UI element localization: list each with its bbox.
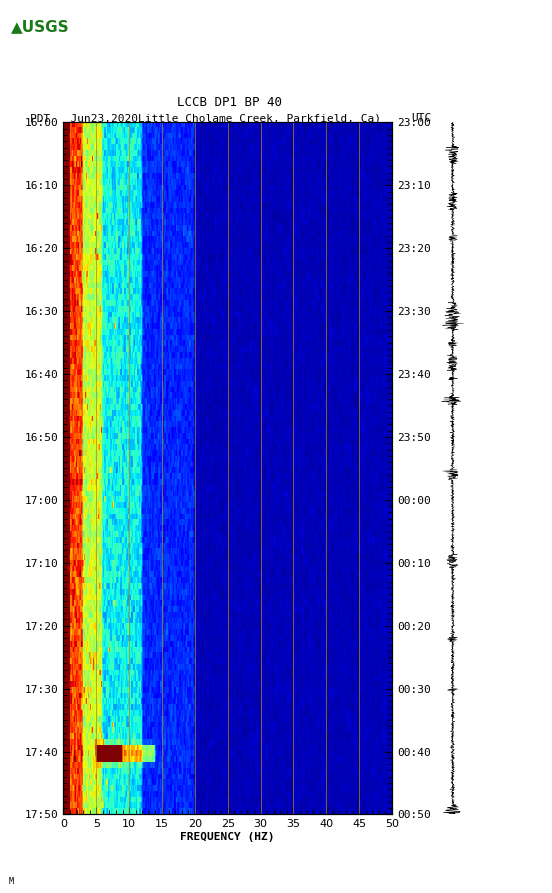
Text: LCCB DP1 BP 40: LCCB DP1 BP 40 [177, 96, 282, 109]
Text: UTC: UTC [411, 113, 432, 123]
Text: PDT   Jun23,2020Little Cholame Creek, Parkfield, Ca): PDT Jun23,2020Little Cholame Creek, Park… [30, 113, 381, 123]
X-axis label: FREQUENCY (HZ): FREQUENCY (HZ) [181, 832, 275, 842]
Text: M: M [8, 877, 13, 886]
Text: ▲USGS: ▲USGS [11, 20, 70, 35]
